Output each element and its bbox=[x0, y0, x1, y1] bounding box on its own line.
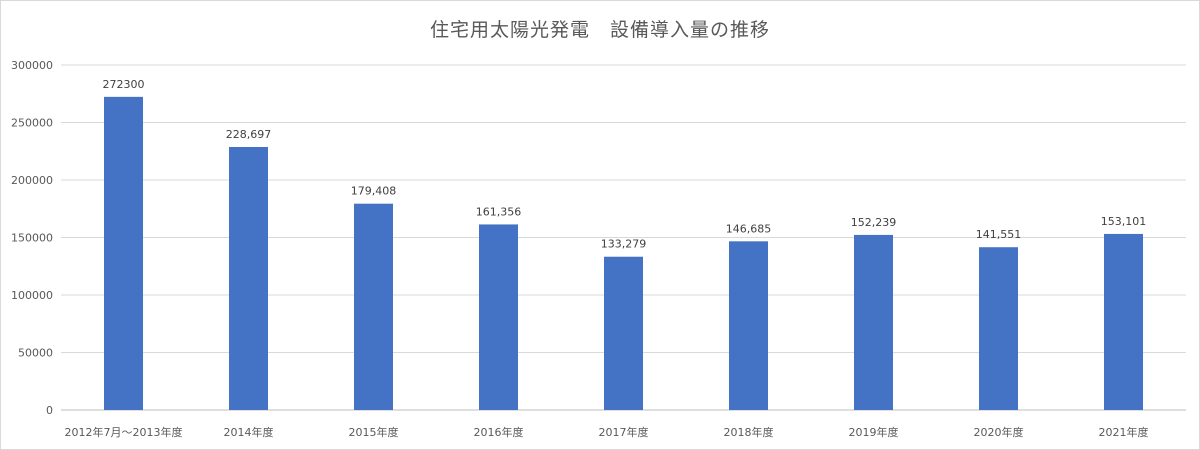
bar bbox=[1104, 233, 1143, 410]
bar bbox=[104, 96, 143, 410]
data-label: 133,279 bbox=[601, 238, 647, 251]
bar bbox=[729, 241, 768, 410]
y-tick-label: 0 bbox=[46, 404, 53, 417]
x-tick-label: 2016年度 bbox=[474, 425, 524, 439]
data-label: 228,697 bbox=[226, 128, 272, 141]
x-tick-label: 2021年度 bbox=[1099, 425, 1149, 439]
data-label: 272300 bbox=[103, 78, 145, 91]
x-tick-label: 2017年度 bbox=[599, 425, 649, 439]
x-tick-label: 2019年度 bbox=[849, 425, 899, 439]
x-tick-label: 2012年7月～2013年度 bbox=[65, 425, 183, 439]
data-label: 152,239 bbox=[851, 216, 897, 229]
data-label: 161,356 bbox=[476, 205, 522, 218]
y-tick-label: 200000 bbox=[11, 174, 53, 187]
y-tick-label: 150000 bbox=[11, 232, 53, 245]
data-label: 146,685 bbox=[726, 222, 772, 235]
x-tick-label: 2014年度 bbox=[224, 425, 274, 439]
x-tick-label: 2018年度 bbox=[724, 425, 774, 439]
x-tick-label: 2020年度 bbox=[974, 425, 1024, 439]
data-label: 153,101 bbox=[1101, 215, 1147, 228]
bar bbox=[854, 234, 893, 410]
y-tick-label: 100000 bbox=[11, 289, 53, 302]
chart-title: 住宅用太陽光発電 設備導入量の推移 bbox=[429, 19, 770, 41]
y-tick-label: 250000 bbox=[11, 117, 53, 130]
bar bbox=[479, 224, 518, 410]
bar bbox=[979, 247, 1018, 410]
data-label: 179,408 bbox=[351, 185, 397, 198]
x-tick-label: 2015年度 bbox=[349, 425, 399, 439]
bar bbox=[354, 203, 393, 410]
data-label: 141,551 bbox=[976, 228, 1022, 241]
y-tick-label: 50000 bbox=[18, 347, 53, 360]
bar bbox=[604, 256, 643, 410]
bar bbox=[229, 146, 268, 410]
y-tick-label: 300000 bbox=[11, 59, 53, 72]
